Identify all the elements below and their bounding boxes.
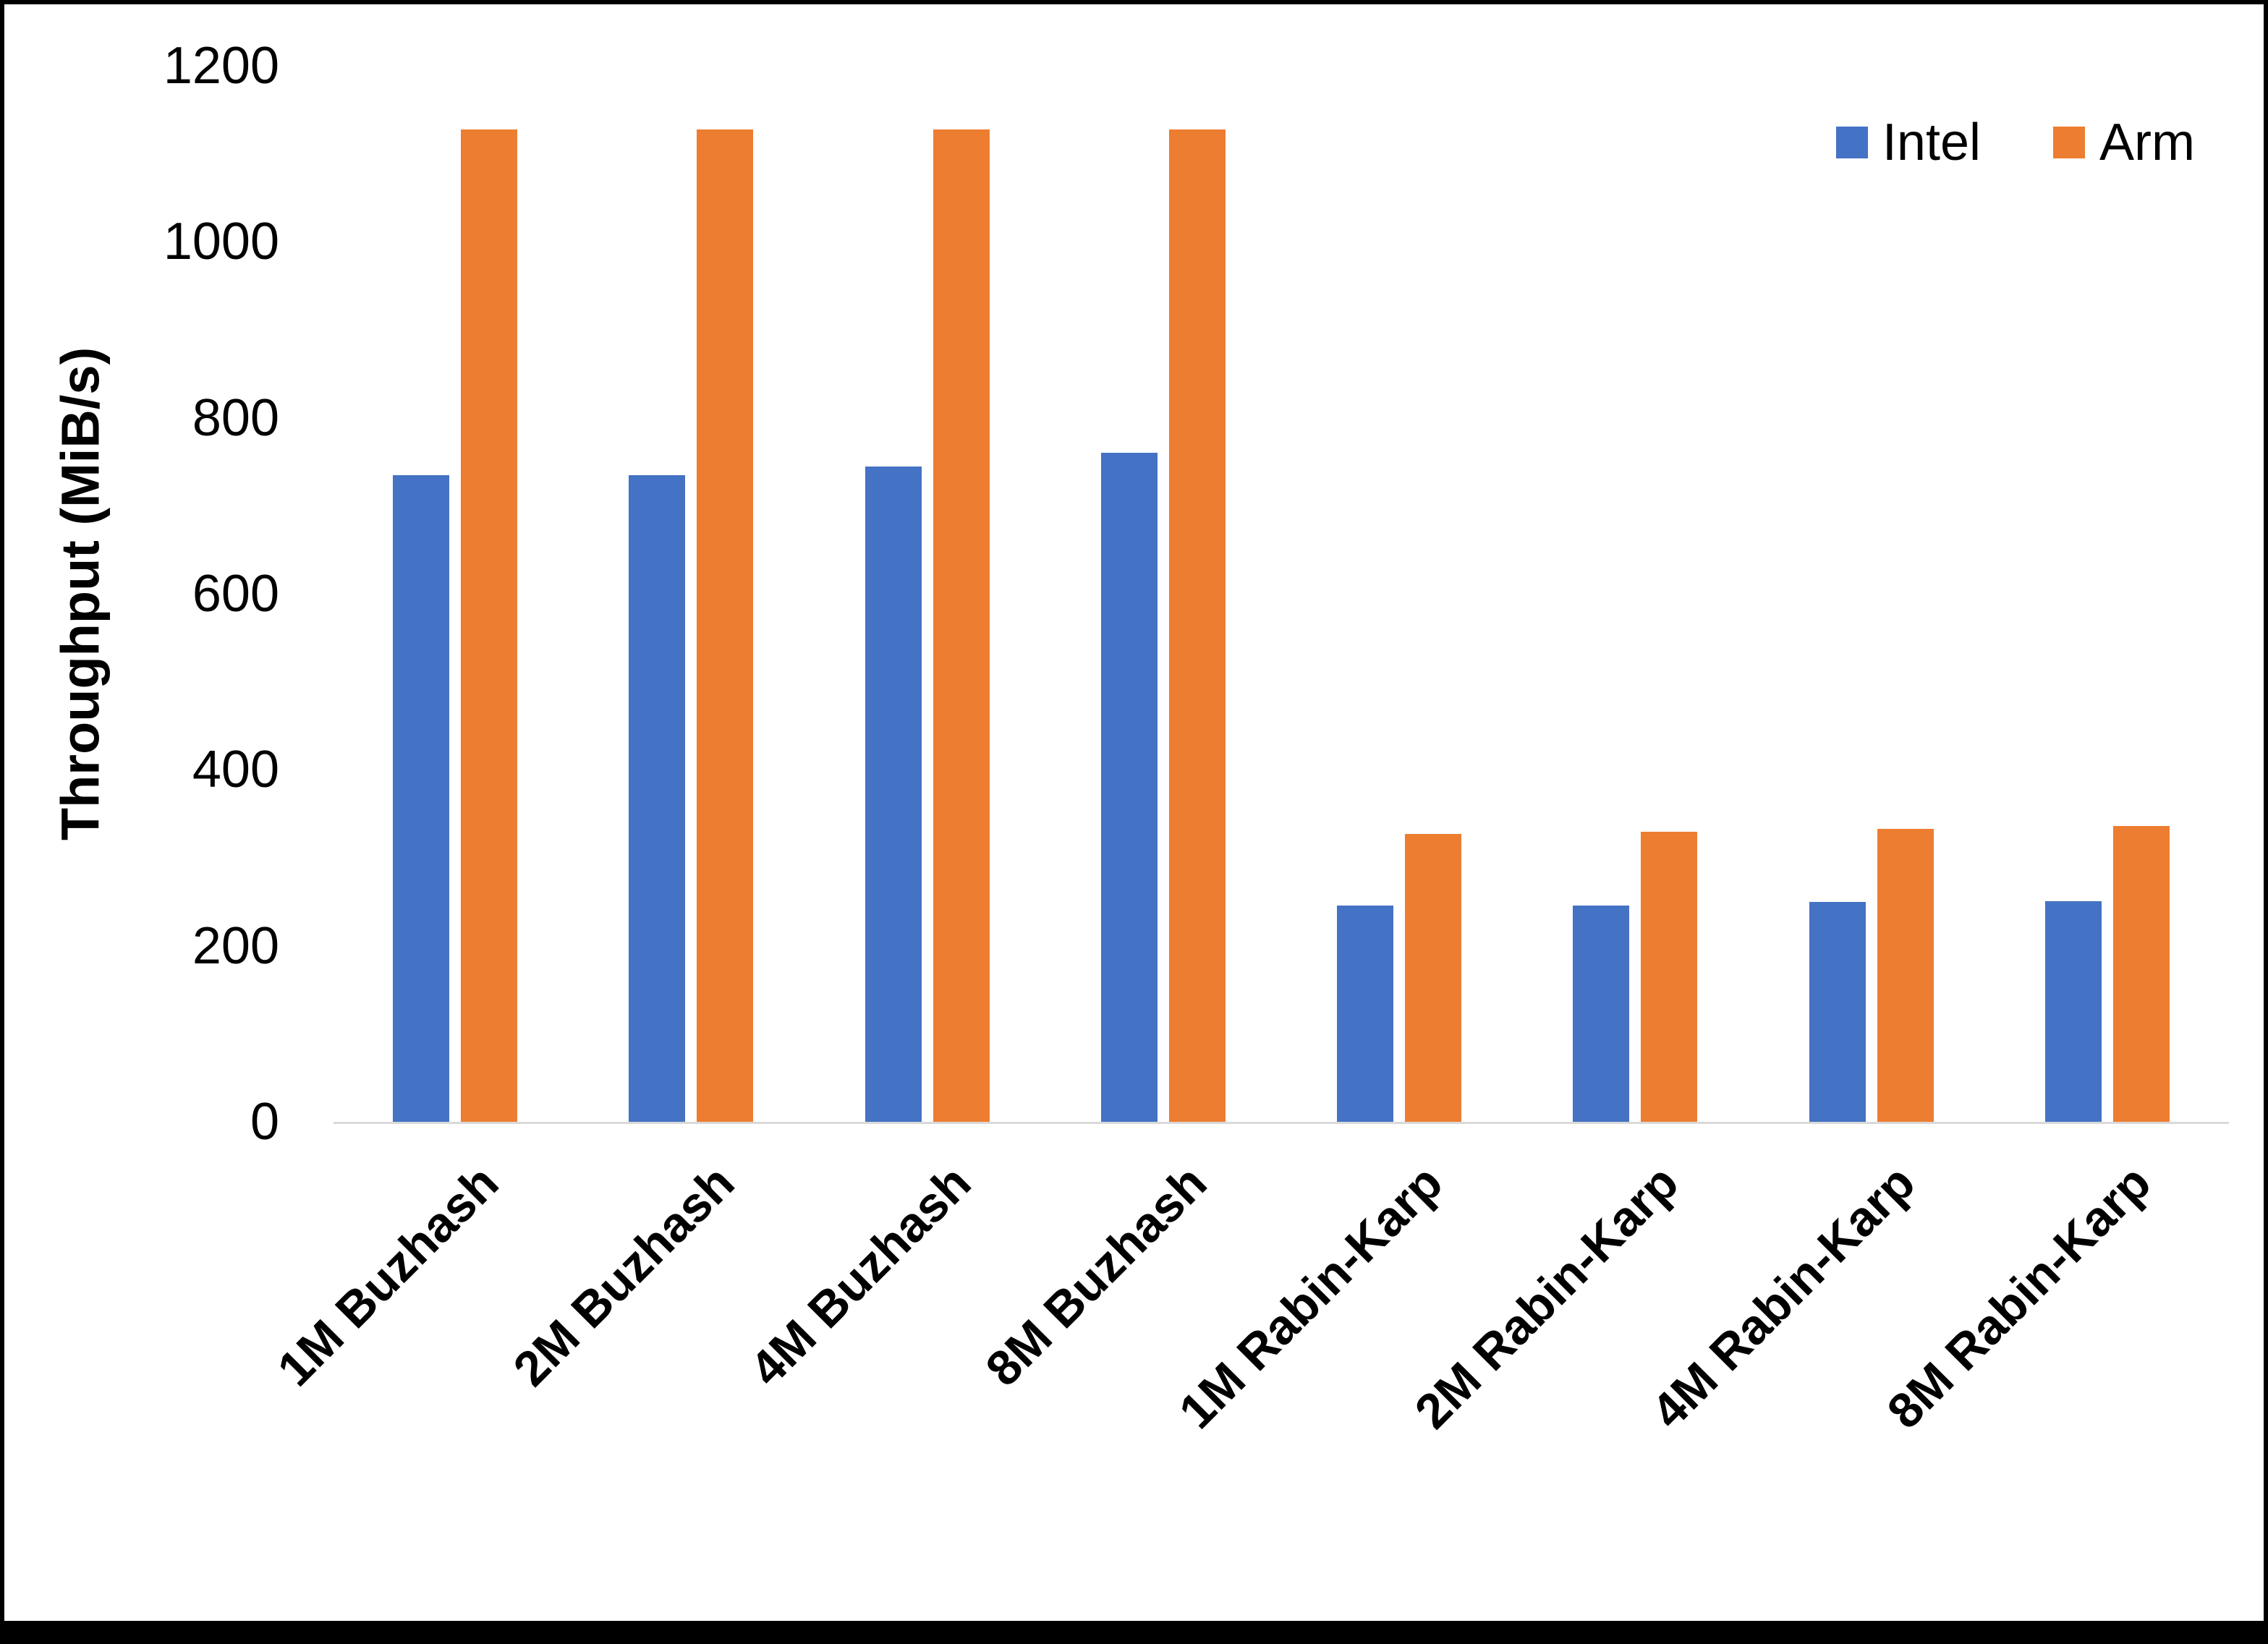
x-axis-line — [334, 1122, 2229, 1124]
x-axis-label-4m-buzhash: 4M Buzhash — [739, 1154, 982, 1397]
bar-intel-8m-buzhash — [1100, 453, 1158, 1122]
bar-arm-2m-rabin-karp — [1641, 831, 1698, 1122]
y-axis-ticks: 0 200 400 600 800 1000 1200 — [4, 4, 290, 1621]
legend-item-arm: Arm — [2053, 113, 2195, 172]
bar-arm-2m-buzhash — [697, 129, 754, 1122]
x-axis-labels: 1M Buzhash 2M Buzhash 4M Buzhash 8M Buzhash… — [4, 4, 2264, 1621]
x-axis-label-2m-buzhash: 2M Buzhash — [503, 1154, 745, 1397]
bar-arm-8m-rabin-karp — [2112, 826, 2170, 1122]
y-axis-tick-label: 200 — [192, 916, 279, 975]
bar-intel-4m-rabin-karp — [1809, 901, 1866, 1122]
legend-swatch-intel — [1835, 127, 1868, 158]
legend-label-arm: Arm — [2099, 114, 2195, 171]
bar-intel-1m-rabin-karp — [1337, 905, 1394, 1122]
legend-label-intel: Intel — [1882, 114, 1982, 171]
y-axis-tick-label: 1000 — [163, 213, 279, 271]
x-axis-label-1m-buzhash: 1M Buzhash — [267, 1154, 509, 1397]
bar-arm-1m-buzhash — [461, 129, 518, 1122]
y-axis-tick-label: 1200 — [163, 37, 279, 95]
bar-intel-1m-buzhash — [393, 474, 450, 1122]
bar-intel-2m-rabin-karp — [1573, 905, 1630, 1122]
bar-intel-4m-buzhash — [865, 466, 922, 1122]
bar-arm-4m-buzhash — [933, 129, 990, 1122]
bar-intel-2m-buzhash — [629, 474, 686, 1122]
y-axis-tick-label: 800 — [192, 388, 279, 447]
bar-arm-8m-buzhash — [1168, 129, 1226, 1122]
y-axis-tick-label: 0 — [250, 1093, 279, 1151]
bars-layer — [4, 4, 2264, 1621]
legend-item-intel: Intel — [1835, 113, 1982, 172]
bar-arm-4m-rabin-karp — [1877, 828, 1934, 1122]
bar-intel-8m-rabin-karp — [2044, 900, 2102, 1122]
legend: Intel Arm — [1835, 113, 2195, 172]
y-axis-tick-label: 600 — [192, 565, 279, 623]
x-axis-label-8m-buzhash: 8M Buzhash — [975, 1154, 1218, 1397]
bar-arm-1m-rabin-karp — [1405, 834, 1462, 1122]
legend-swatch-arm — [2053, 127, 2086, 158]
y-axis-tick-label: 400 — [192, 741, 279, 799]
